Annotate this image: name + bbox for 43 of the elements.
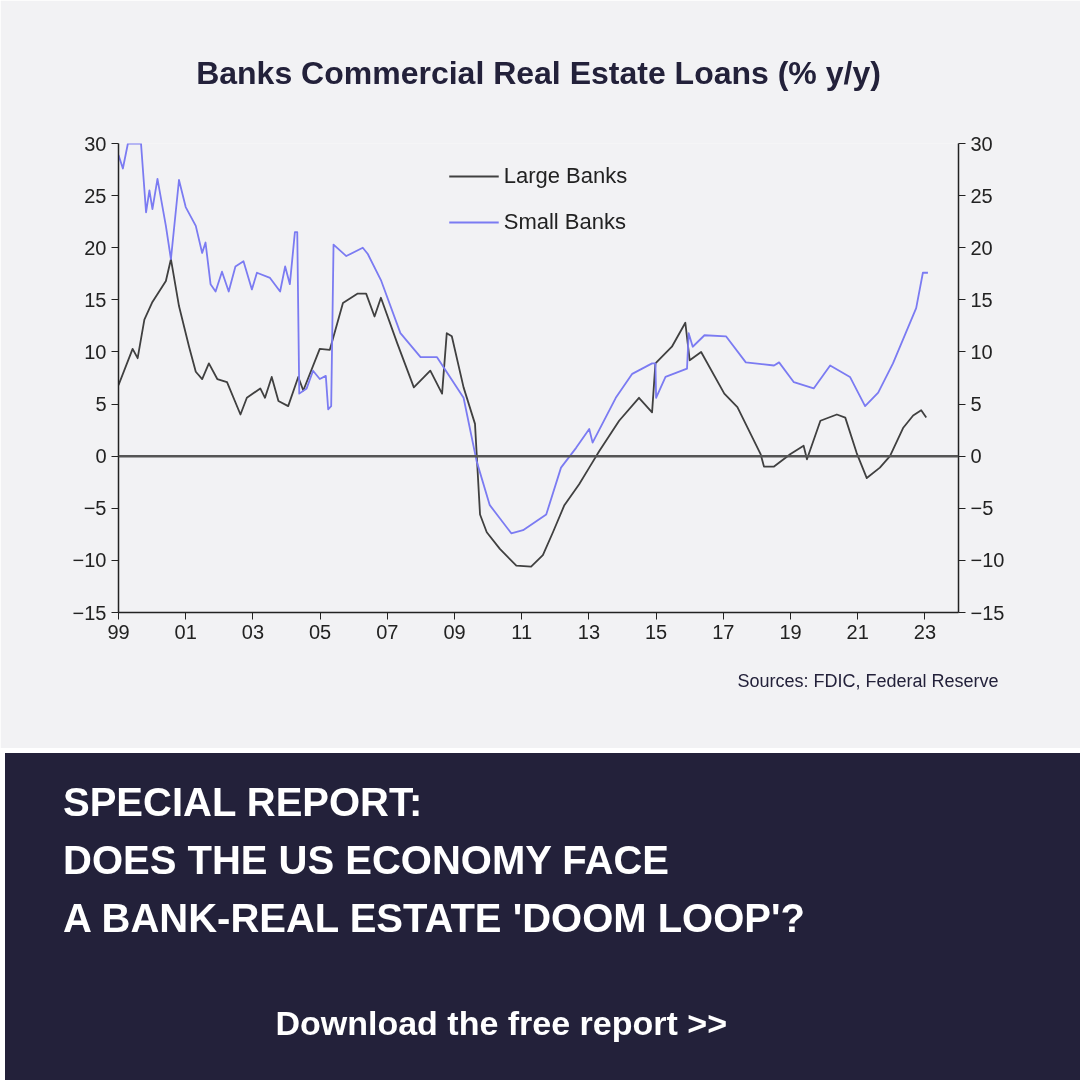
x-tick-label: 13 [577,620,601,643]
x-tick-label: 01 [174,620,197,643]
y2-tick-label: 10 [970,340,993,363]
text: Download the free report >> [274,1003,728,1044]
text: A BANK-REAL ESTATE 'DOOM LOOP'? [63,895,805,942]
text: DOES THE US ECONOMY FACE [63,837,670,884]
chart-title: Banks Commercial Real Estate Loans (% y/y) [196,55,881,91]
y2-tick-label: 25 [970,184,993,207]
y-tick-label: 20 [84,236,107,259]
y-tick-label: 10 [84,340,107,363]
line-series [118,258,928,568]
y-tick-label: 5 [95,393,107,416]
y2-tick-label: 30 [970,132,993,155]
legend-label: Small Banks [503,209,627,235]
x-tick-label: 15 [644,620,668,643]
y2-tick-label: −15 [970,601,1005,624]
y2-tick-label: 5 [970,393,982,416]
y2-tick-label: −10 [970,549,1005,572]
y-tick-label: 30 [84,132,107,155]
x-tick-label: 11 [511,620,533,643]
y-tick-label: 25 [84,184,107,207]
x-tick-label: 99 [107,620,130,643]
x-tick-label: 21 [846,620,869,643]
x-tick-label: 09 [443,620,466,643]
x-tick-label: 17 [712,620,735,643]
x-tick-label: 05 [308,620,332,643]
y2-tick-label: 0 [970,445,982,468]
y-tick-label: −15 [72,601,107,624]
x-tick-label: 07 [376,620,399,643]
text: SPECIAL REPORT: [63,779,424,826]
x-tick-label: 03 [241,620,265,643]
y-tick-label: −10 [72,549,107,572]
line-series [118,143,929,535]
legend-label: Large Banks [503,163,628,189]
y2-tick-label: −5 [970,497,994,520]
y-tick-label: −5 [83,497,107,520]
y-tick-label: 15 [84,288,107,311]
source-note: Sources: FDIC, Federal Reserve [737,671,999,691]
y2-tick-label: 20 [970,236,993,259]
y2-tick-label: 15 [970,288,993,311]
y-tick-label: 0 [95,445,107,468]
x-tick-label: 19 [779,620,802,643]
x-tick-label: 23 [913,620,937,643]
